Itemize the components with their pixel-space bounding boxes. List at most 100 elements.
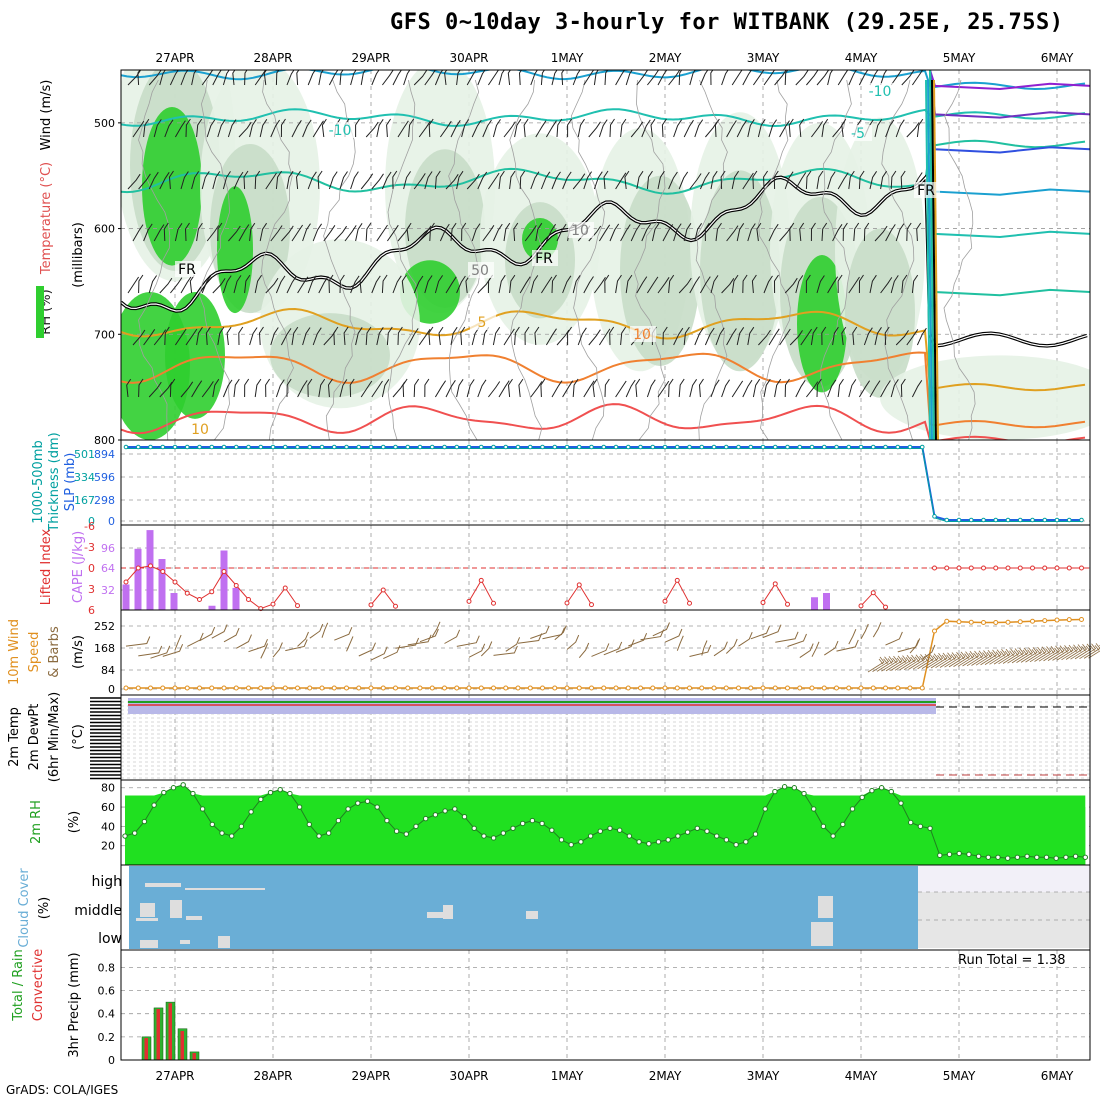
- wind-barb: [567, 118, 573, 137]
- wind-barb-strong: [944, 651, 962, 668]
- wind-barb: [503, 222, 511, 242]
- wind-barb: [302, 223, 311, 242]
- wind-barb: [657, 170, 665, 190]
- wind-barb-strong: [998, 648, 1016, 665]
- slp-point: [123, 444, 129, 450]
- lifted-point: [184, 590, 190, 596]
- wind-speed-line: [126, 618, 1082, 689]
- wind-speed-point: [699, 685, 705, 691]
- slp-point: [895, 444, 901, 450]
- wind-barb: [646, 276, 659, 294]
- wind-speed-point: [442, 685, 447, 691]
- slp-point: [772, 444, 778, 450]
- wind-barb: [721, 379, 731, 398]
- slp-point: [344, 444, 349, 450]
- wind-speed-point: [576, 685, 582, 691]
- wind-barb: [726, 225, 739, 242]
- wind-barb: [731, 170, 740, 190]
- wind-barb: [233, 275, 242, 294]
- wind-barb: [816, 275, 825, 294]
- slp-point: [478, 444, 484, 450]
- wind-barb: [710, 379, 720, 398]
- wind-barb: [254, 378, 262, 398]
- wind-barb: [307, 171, 317, 190]
- slp-tick: 894: [94, 448, 115, 461]
- wind-speed-point: [319, 685, 325, 691]
- slp-point: [625, 444, 631, 450]
- wind-barb: [232, 70, 236, 86]
- lifted-point: [662, 598, 668, 604]
- slp-point: [883, 444, 888, 450]
- wind-barb: [736, 223, 745, 242]
- wind-barb: [492, 119, 501, 138]
- lifted-point: [870, 590, 876, 596]
- wind-barb: [148, 381, 162, 398]
- rh-point: [917, 823, 924, 830]
- wind-barb: [694, 119, 704, 138]
- wind-barb: [916, 327, 927, 346]
- wind-barb: [874, 119, 883, 138]
- rh-point: [199, 806, 206, 812]
- ylabel-barbs: & Barbs: [47, 626, 62, 678]
- wind-barb: [763, 275, 773, 294]
- contour-label-bg: [846, 125, 872, 141]
- wind-barb-strong: [1056, 644, 1074, 661]
- wind-barb: [668, 378, 674, 398]
- wind-speed-point: [233, 685, 239, 691]
- lifted-point: [1066, 565, 1072, 571]
- rh-point: [975, 853, 982, 860]
- wind-barb: [699, 276, 711, 294]
- ylabel-2m-temp: 2m Temp: [7, 707, 22, 767]
- wind-speed-point: [454, 685, 460, 691]
- rh-point: [442, 808, 448, 814]
- wind-barb: [132, 329, 146, 346]
- wind-barb: [726, 120, 737, 138]
- slp-point: [295, 444, 300, 450]
- wind-barb: [545, 328, 557, 346]
- thickness-tick: 0: [88, 515, 95, 528]
- rh-point: [587, 833, 594, 839]
- wind-barb: [721, 70, 729, 86]
- wind-barb-strong: [1011, 647, 1029, 664]
- slp-point: [405, 444, 411, 450]
- rh-point: [888, 788, 894, 795]
- wind-speed-point: [944, 618, 950, 624]
- wind-speed-point: [809, 685, 815, 691]
- wind-speed-point: [172, 685, 178, 691]
- slp-point: [944, 517, 950, 523]
- wind-barb: [805, 274, 811, 293]
- rh-point: [461, 814, 468, 820]
- wind-barb: [567, 326, 573, 345]
- transition-line: [925, 79, 931, 440]
- temp-contour: [121, 139, 1086, 195]
- wind-speed-point: [1066, 617, 1072, 623]
- rh-legend-swatch: [36, 286, 44, 338]
- wind-barb: [588, 121, 601, 138]
- wind-barb: [164, 326, 170, 346]
- slp-point: [135, 444, 141, 450]
- lifted-point: [368, 602, 374, 608]
- wind-barb-10m: [603, 641, 623, 656]
- wind-barb: [806, 70, 819, 86]
- contour-label: -10: [329, 123, 352, 139]
- wind-barb: [742, 274, 748, 294]
- rh-point: [141, 818, 148, 825]
- wind-speed-point: [466, 685, 472, 691]
- wind-barb: [694, 327, 704, 346]
- wind-barb: [148, 275, 158, 294]
- wind-speed-point: [1042, 618, 1048, 624]
- rh-contour: [199, 79, 231, 440]
- wind-barb-strong: [894, 655, 912, 671]
- wind-barb: [477, 70, 486, 86]
- slp-point: [1042, 517, 1048, 523]
- wind-barb: [307, 275, 317, 294]
- lifted-point: [564, 600, 570, 606]
- ylabel-thickness: Thickness (dm): [47, 432, 62, 532]
- rh-point: [413, 823, 419, 830]
- wind-barb: [244, 274, 251, 294]
- wind-barb-10m: [199, 626, 216, 642]
- wind-barb: [895, 330, 909, 346]
- wind-barb-10m: [150, 645, 171, 659]
- wind-barb: [376, 224, 388, 242]
